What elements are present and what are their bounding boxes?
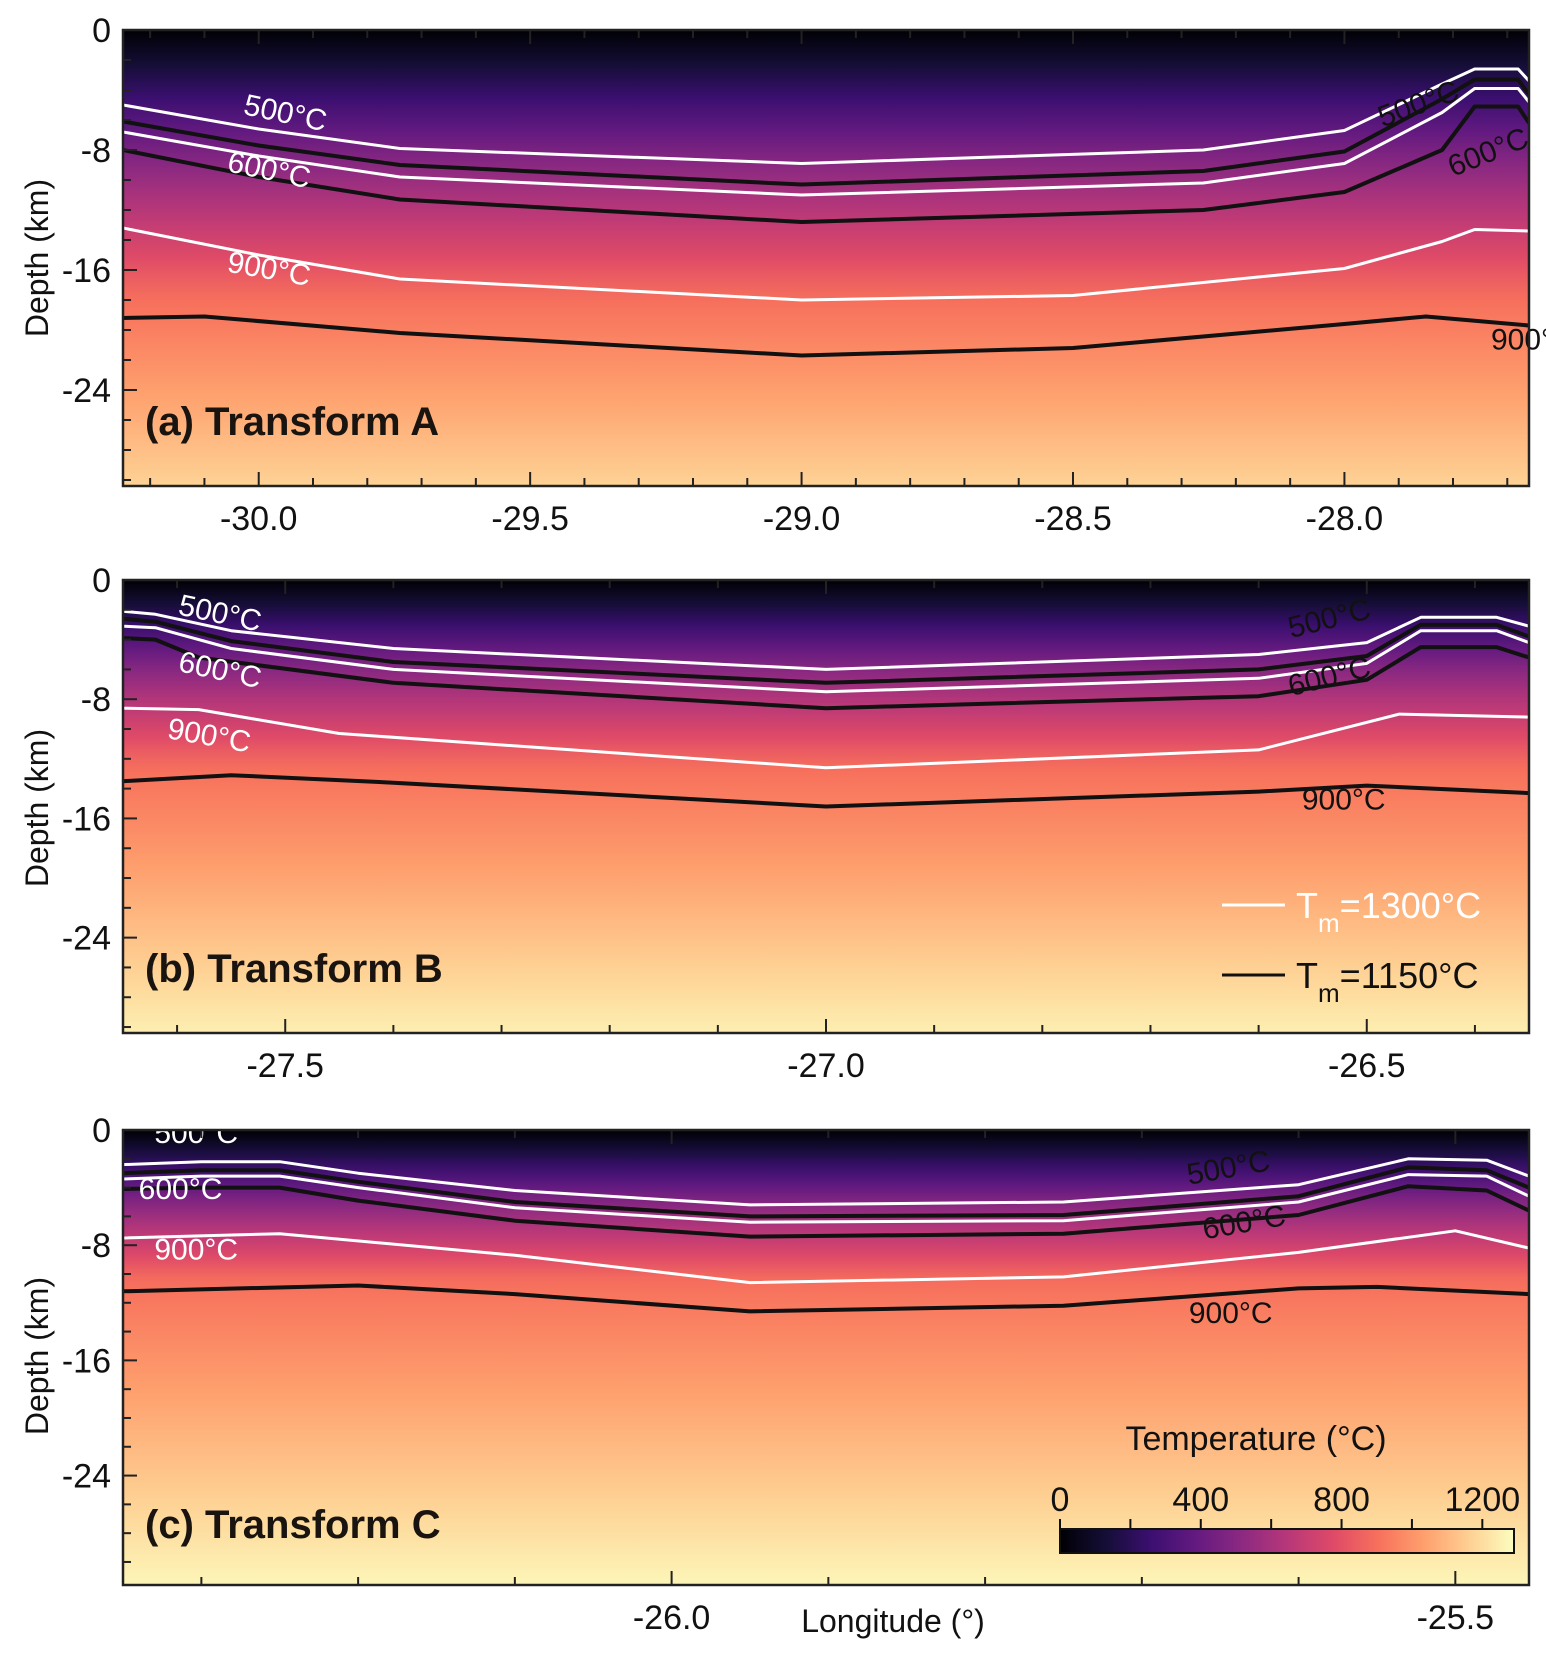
contour-600-tm1150-c — [123, 1184, 1529, 1239]
x-axis-title: Longitude (°) — [801, 1603, 985, 1639]
colorbar-tick-label: 400 — [1172, 1481, 1229, 1519]
plot-frame-c — [121, 1128, 1531, 1587]
colorbar-tick-label: 800 — [1313, 1481, 1370, 1519]
x-tick-label-a: -29.0 — [763, 500, 841, 538]
contour-900-tm1150-a — [123, 314, 1529, 358]
legend-label-1300: Tm=1300°C — [1296, 885, 1481, 938]
contour-900-tm1300-a — [123, 226, 1529, 302]
x-tick-label-c: -26.0 — [633, 1599, 711, 1637]
x-tick-label-c: -25.5 — [1417, 1599, 1495, 1637]
colorbar-gradient — [1059, 1528, 1515, 1554]
legend-label-1150-rest: =1150°C — [1340, 955, 1479, 996]
y-tick-label-b: -8 — [81, 681, 111, 719]
contour-600-tm1150-b — [123, 636, 1529, 711]
contour-500-tm1150-b — [123, 616, 1529, 685]
contour-900-tm1150-c — [123, 1283, 1529, 1314]
legend-label-1300-sub: m — [1318, 908, 1340, 938]
y-tick-label-a: -16 — [62, 252, 111, 290]
legend-label-1150-sub: m — [1318, 978, 1340, 1008]
contour-500-tm1300-c — [123, 1157, 1529, 1207]
y-axis-title-c: Depth (km) — [19, 1277, 55, 1435]
contour-600-tm1150-a — [123, 104, 1529, 224]
y-tick-label-b: -24 — [62, 920, 111, 958]
plot-frame-a — [121, 28, 1531, 488]
legend-label-1150: Tm=1150°C — [1296, 955, 1479, 1008]
contour-label-a-5: 900°C — [1491, 324, 1546, 357]
contour-900-tm1300-c — [123, 1229, 1529, 1285]
x-tick-label-b: -26.5 — [1328, 1047, 1406, 1085]
y-tick-label-c: -16 — [62, 1342, 111, 1380]
contour-label-c-1: 600°C — [139, 1173, 223, 1206]
colorbar-tick-label: 0 — [1051, 1481, 1070, 1519]
x-tick-label-b: -27.0 — [787, 1047, 865, 1085]
legend-label-1150-main: T — [1296, 955, 1318, 996]
panel-a: 500°C600°C900°C500°C600°C900°C-30.0-29.5… — [62, 12, 1546, 538]
colorbar: Temperature (°C) 0 400 800 1200 — [1051, 1420, 1521, 1554]
panel-title-c: (c) Transform C — [145, 1503, 441, 1547]
panel-title-a: (a) Transform A — [145, 400, 439, 444]
contour-900-tm1300-b — [123, 706, 1529, 770]
temperature-field-c — [123, 1130, 1529, 1585]
contour-label-c-0: 500°C — [154, 1117, 238, 1150]
contour-label-c-2: 900°C — [154, 1234, 238, 1267]
x-tick-label-a: -28.0 — [1306, 500, 1384, 538]
contour-600-tm1300-c — [123, 1173, 1529, 1224]
contour-label-c-5: 900°C — [1189, 1297, 1273, 1330]
y-tick-label-a: -24 — [62, 372, 111, 410]
contour-600-tm1300-a — [123, 87, 1529, 197]
temperature-field-a — [123, 30, 1529, 486]
y-tick-label-a: 0 — [92, 12, 111, 50]
x-tick-label-a: -28.5 — [1034, 500, 1112, 538]
colorbar-title: Temperature (°C) — [1125, 1420, 1386, 1458]
x-tick-label-b: -27.5 — [246, 1047, 324, 1085]
contour-900-tm1150-b — [123, 773, 1529, 809]
contour-600-tm1300-b — [123, 624, 1529, 694]
contour-500-tm1300-a — [123, 67, 1529, 165]
y-tick-label-c: -24 — [62, 1458, 111, 1496]
y-tick-label-c: -8 — [81, 1227, 111, 1265]
contour-500-tm1150-a — [123, 77, 1529, 187]
y-tick-label-a: -8 — [81, 132, 111, 170]
y-axis-title-a: Depth (km) — [19, 179, 55, 337]
contour-500-tm1300-b — [123, 609, 1529, 671]
contour-500-tm1150-c — [123, 1165, 1529, 1219]
y-tick-label-b: 0 — [92, 562, 111, 600]
colorbar-tick-label: 1200 — [1445, 1481, 1521, 1519]
x-tick-label-a: -29.5 — [491, 500, 569, 538]
y-tick-label-c: 0 — [92, 1112, 111, 1150]
contour-label-b-5: 900°C — [1302, 783, 1386, 816]
panel-title-b: (b) Transform B — [145, 947, 443, 991]
y-axis-title-b: Depth (km) — [19, 729, 55, 887]
x-tick-label-a: -30.0 — [220, 500, 298, 538]
legend-label-1300-main: T — [1296, 885, 1318, 926]
legend-label-1300-rest: =1300°C — [1340, 885, 1482, 926]
legend: Tm=1300°C Tm=1150°C — [1222, 885, 1481, 1008]
y-tick-label-b: -16 — [62, 800, 111, 838]
